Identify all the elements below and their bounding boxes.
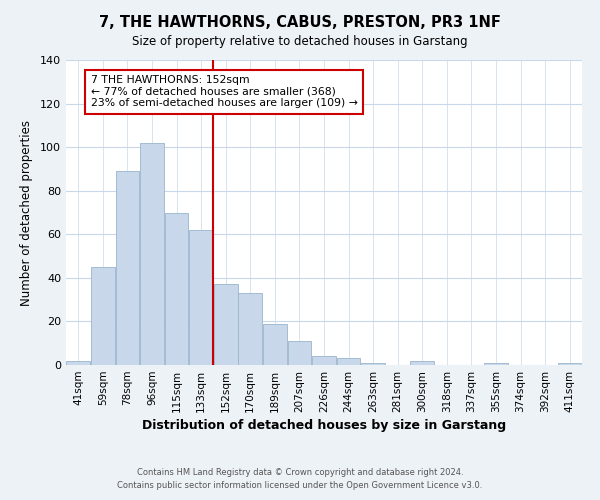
X-axis label: Distribution of detached houses by size in Garstang: Distribution of detached houses by size … [142, 419, 506, 432]
Bar [140, 143, 164, 365]
Bar [312, 356, 336, 365]
Bar [91, 267, 115, 365]
Bar [116, 171, 139, 365]
Bar [558, 363, 581, 365]
Bar [263, 324, 287, 365]
Bar [484, 363, 508, 365]
Bar [238, 293, 262, 365]
Bar [287, 341, 311, 365]
Text: 7 THE HAWTHORNS: 152sqm
← 77% of detached houses are smaller (368)
23% of semi-d: 7 THE HAWTHORNS: 152sqm ← 77% of detache… [91, 75, 358, 108]
Bar [67, 360, 90, 365]
Bar [337, 358, 361, 365]
Bar [214, 284, 238, 365]
Bar [189, 230, 213, 365]
Text: Contains HM Land Registry data © Crown copyright and database right 2024.
Contai: Contains HM Land Registry data © Crown c… [118, 468, 482, 490]
Bar [164, 212, 188, 365]
Bar [410, 360, 434, 365]
Text: 7, THE HAWTHORNS, CABUS, PRESTON, PR3 1NF: 7, THE HAWTHORNS, CABUS, PRESTON, PR3 1N… [99, 15, 501, 30]
Bar [361, 363, 385, 365]
Text: Size of property relative to detached houses in Garstang: Size of property relative to detached ho… [132, 35, 468, 48]
Y-axis label: Number of detached properties: Number of detached properties [20, 120, 33, 306]
